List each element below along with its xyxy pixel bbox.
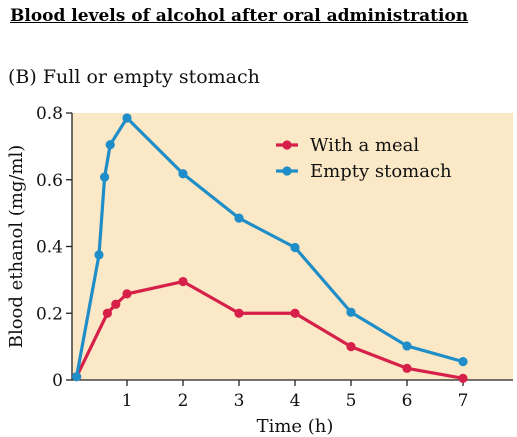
x-tick-label: 4: [290, 391, 301, 411]
x-axis-title: Time (h): [257, 416, 334, 437]
x-tick-label: 1: [122, 391, 133, 411]
y-tick-label: 0.6: [36, 171, 63, 191]
data-point-empty-stomach: [290, 242, 300, 253]
y-tick-label: 0: [52, 371, 63, 391]
data-point-empty-stomach: [105, 140, 115, 150]
data-point-with-a-meal: [402, 363, 412, 373]
series-line-with-a-meal: [75, 279, 464, 380]
y-tick-label: 0.4: [36, 238, 63, 258]
data-point-with-a-meal: [458, 373, 468, 383]
data-point-with-a-meal: [178, 276, 188, 287]
data-point-empty-stomach: [122, 113, 132, 123]
x-tick-label: 2: [178, 391, 189, 411]
y-tick-label: 0.2: [36, 304, 63, 324]
data-point-empty-stomach: [458, 357, 468, 367]
x-tick-label: 3: [234, 391, 245, 411]
chart-title: (B) Full or empty stomach: [8, 66, 260, 88]
data-point-empty-stomach: [100, 172, 110, 182]
data-point-with-a-meal: [102, 308, 112, 318]
data-point-empty-stomach: [72, 372, 82, 382]
data-point-empty-stomach: [346, 307, 356, 317]
data-point-empty-stomach: [94, 250, 104, 260]
data-point-with-a-meal: [122, 289, 132, 299]
data-point-with-a-meal: [111, 299, 121, 309]
page-title: Blood levels of alcohol after oral admin…: [10, 6, 469, 26]
data-point-empty-stomach: [234, 213, 244, 223]
x-tick-label: 5: [346, 391, 357, 411]
data-point-with-a-meal: [234, 308, 244, 318]
x-tick-label: 6: [402, 391, 413, 411]
legend-label: Empty stomach: [310, 161, 452, 182]
data-point-with-a-meal: [290, 308, 300, 318]
legend-swatch-marker: [282, 166, 292, 176]
legend-label: With a meal: [310, 135, 419, 156]
y-axis-title: Blood ethanol (mg/ml): [6, 145, 27, 349]
data-point-empty-stomach: [402, 341, 412, 351]
data-point-empty-stomach: [178, 169, 188, 179]
y-tick-label: 0.8: [36, 104, 63, 124]
x-tick-label: 7: [458, 391, 469, 411]
legend-swatch-marker: [282, 140, 292, 150]
data-point-with-a-meal: [346, 342, 356, 352]
